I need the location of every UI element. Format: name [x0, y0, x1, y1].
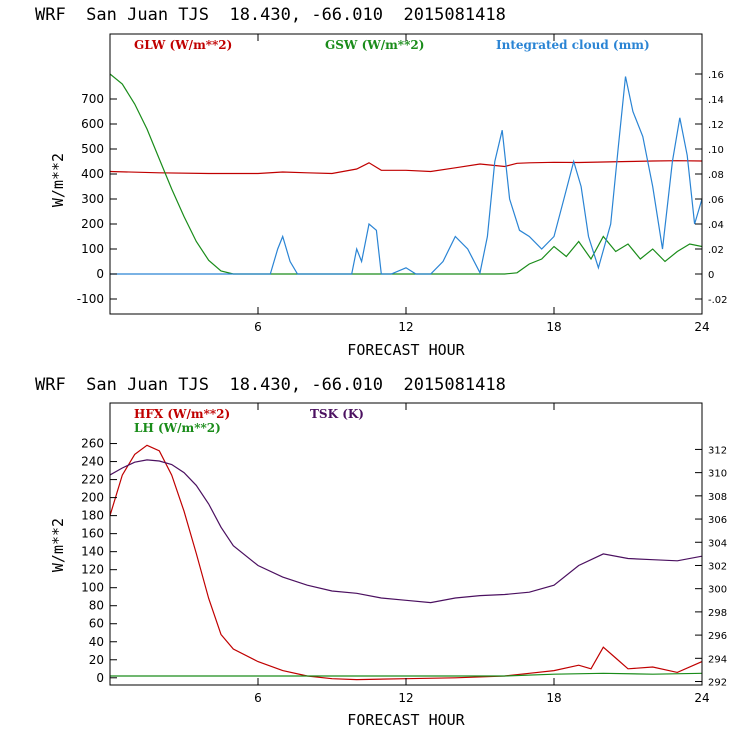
y-tick-label: 140 — [81, 545, 104, 559]
y2-tick-label: 298 — [708, 608, 727, 619]
y-tick-label: 60 — [89, 617, 104, 631]
legend: GLW (W/m**2) GSW (W/m**2) Integrated clo… — [134, 38, 650, 52]
x-tick-label: 18 — [546, 691, 561, 705]
series-layer — [110, 73, 702, 275]
x-tick-label: 12 — [398, 320, 413, 334]
y2-tick-label: .16 — [708, 70, 724, 81]
y2-tick-label: -.02 — [708, 295, 728, 306]
plot-frame — [109, 402, 703, 686]
y-tick-label: 600 — [81, 117, 104, 131]
series-line-integrated — [110, 76, 702, 275]
legend-gsw: GSW (W/m**2) — [325, 38, 424, 52]
y2-tick-label: .14 — [708, 95, 724, 106]
tick-layer: 6 12 18 24 -100 0 100 200 300 400 500 600 700 -.02 0 .0… — [77, 34, 728, 334]
y-tick-label: 180 — [81, 509, 104, 523]
legend-tsk: TSK (K) — [310, 407, 364, 421]
y2-tick-label: .04 — [708, 220, 724, 231]
x-tick-label: 12 — [398, 691, 413, 705]
y-tick-label: 220 — [81, 473, 104, 487]
y2-tick-label: 300 — [708, 585, 727, 596]
y-tick-label: 160 — [81, 527, 104, 541]
y-tick-label: 0 — [96, 267, 104, 281]
y-axis-label: W/m**2 — [49, 153, 67, 207]
legend: HFX (W/m**2) LH (W/m**2) TSK (K) — [134, 407, 364, 435]
series-layer — [110, 444, 702, 681]
y-tick-label: 240 — [81, 455, 104, 469]
y2-tick-label: 292 — [708, 678, 727, 689]
y2-tick-label: 302 — [708, 561, 727, 572]
series-line-tsk — [110, 459, 702, 604]
tick-layer: 6 12 18 24020406080100120140160180200220240… — [81, 403, 727, 705]
y2-tick-label: 0 — [708, 270, 714, 281]
x-tick-label: 24 — [694, 691, 709, 705]
y-tick-label: 200 — [81, 491, 104, 505]
y2-tick-label: .06 — [708, 195, 724, 206]
y2-tick-label: 310 — [708, 469, 727, 480]
chart-title: WRF San Juan TJS 18.430, -66.010 2015081… — [35, 375, 506, 395]
y-tick-label: 700 — [81, 92, 104, 106]
x-tick-label: 18 — [546, 320, 561, 334]
y2-tick-label: 308 — [708, 492, 727, 503]
y-tick-label: 260 — [81, 437, 104, 451]
legend-lh: LH (W/m**2) — [134, 421, 221, 435]
y2-tick-label: 312 — [708, 445, 727, 456]
chart-surface-flux: WRF San Juan TJS 18.430, -66.010 2015081… — [35, 375, 727, 729]
y-tick-label: 0 — [96, 671, 104, 685]
chart-radiation: WRF San Juan TJS 18.430, -66.010 2015081… — [35, 5, 728, 359]
plot-frame — [109, 33, 703, 315]
y2-tick-label: 304 — [708, 538, 727, 549]
y2-tick-label: 296 — [708, 631, 727, 642]
legend-integrated-cloud: Integrated cloud (mm) — [496, 38, 650, 52]
y-tick-label: 400 — [81, 167, 104, 181]
x-axis-label: FORECAST HOUR — [347, 711, 465, 729]
x-tick-label: 6 — [254, 691, 262, 705]
y-tick-label: 200 — [81, 217, 104, 231]
y2-tick-label: 306 — [708, 515, 727, 526]
chart-title: WRF San Juan TJS 18.430, -66.010 2015081… — [35, 5, 506, 25]
legend-glw: GLW (W/m**2) — [134, 38, 232, 52]
series-line-lh — [110, 672, 702, 677]
y-tick-label: 120 — [81, 563, 104, 577]
y-tick-label: 40 — [89, 635, 104, 649]
series-line-gsw — [110, 73, 702, 275]
y-axis-label: W/m**2 — [49, 518, 67, 572]
y-tick-label: 100 — [81, 581, 104, 595]
y2-tick-label: .08 — [708, 170, 724, 181]
y-tick-label: 100 — [81, 242, 104, 256]
y-tick-label: 300 — [81, 192, 104, 206]
y-tick-label: -100 — [77, 292, 104, 306]
y-tick-label: 80 — [89, 599, 104, 613]
y2-tick-label: 294 — [708, 654, 727, 665]
y2-tick-label: .12 — [708, 120, 724, 131]
x-tick-label: 24 — [694, 320, 709, 334]
y-tick-label: 500 — [81, 142, 104, 156]
y2-tick-label: .10 — [708, 145, 724, 156]
series-line-glw — [110, 160, 702, 175]
y2-tick-label: .02 — [708, 245, 724, 256]
x-tick-label: 6 — [254, 320, 262, 334]
y-tick-label: 20 — [89, 653, 104, 667]
legend-hfx: HFX (W/m**2) — [134, 407, 230, 421]
x-axis-label: FORECAST HOUR — [347, 341, 465, 359]
series-line-hfx — [110, 444, 702, 681]
